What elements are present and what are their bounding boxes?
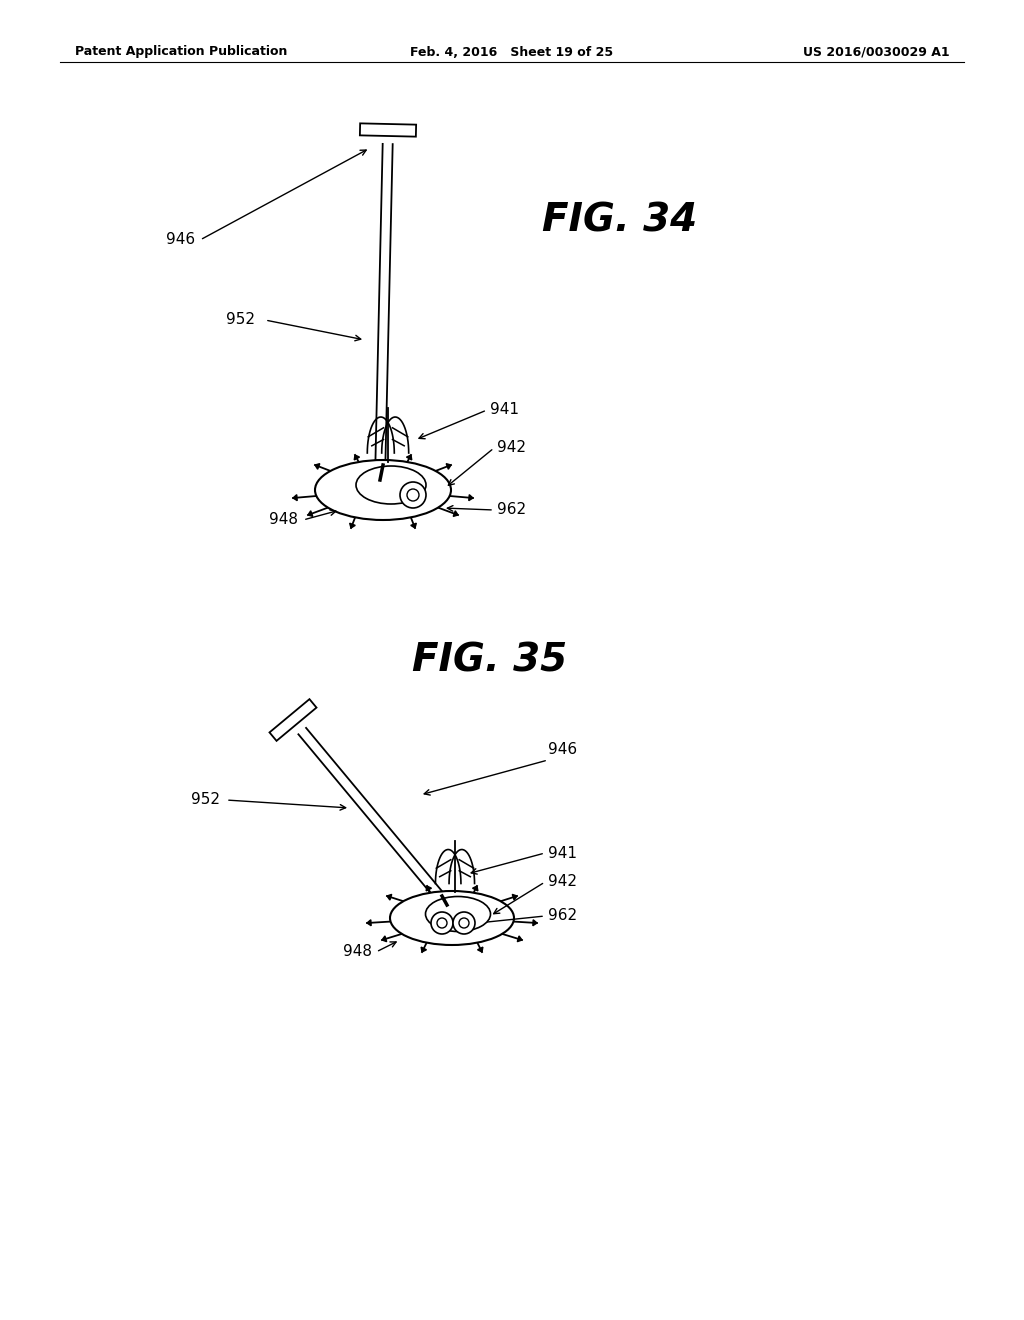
Circle shape <box>437 917 447 928</box>
Polygon shape <box>359 123 416 137</box>
Polygon shape <box>472 886 478 891</box>
Polygon shape <box>517 936 522 941</box>
Text: 962: 962 <box>548 908 578 924</box>
Polygon shape <box>532 920 537 925</box>
Text: 952: 952 <box>191 792 220 808</box>
Text: 942: 942 <box>548 874 577 890</box>
Polygon shape <box>446 463 451 469</box>
Ellipse shape <box>390 891 514 945</box>
Circle shape <box>459 917 469 928</box>
Text: 942: 942 <box>497 441 526 455</box>
Text: 941: 941 <box>548 846 577 861</box>
Polygon shape <box>269 700 316 741</box>
Text: 962: 962 <box>497 503 526 517</box>
Polygon shape <box>407 455 412 459</box>
Polygon shape <box>387 895 392 900</box>
Polygon shape <box>354 455 359 459</box>
Text: 946: 946 <box>166 232 195 248</box>
Polygon shape <box>477 946 483 952</box>
Text: 948: 948 <box>343 945 372 960</box>
Polygon shape <box>308 511 312 516</box>
Text: 946: 946 <box>548 742 578 758</box>
Text: Patent Application Publication: Patent Application Publication <box>75 45 288 58</box>
Polygon shape <box>349 523 355 528</box>
Polygon shape <box>382 936 387 941</box>
Polygon shape <box>469 495 473 500</box>
Polygon shape <box>315 463 319 469</box>
Text: Feb. 4, 2016   Sheet 19 of 25: Feb. 4, 2016 Sheet 19 of 25 <box>411 45 613 58</box>
Text: US 2016/0030029 A1: US 2016/0030029 A1 <box>804 45 950 58</box>
Circle shape <box>453 912 475 935</box>
Text: FIG. 35: FIG. 35 <box>413 642 567 678</box>
Circle shape <box>407 488 419 502</box>
Polygon shape <box>426 886 431 891</box>
Text: 941: 941 <box>490 403 519 417</box>
Polygon shape <box>454 511 458 516</box>
Circle shape <box>400 482 426 508</box>
Polygon shape <box>411 523 417 528</box>
Ellipse shape <box>315 459 451 520</box>
Text: 948: 948 <box>269 512 298 528</box>
Ellipse shape <box>356 466 426 504</box>
Polygon shape <box>293 495 297 500</box>
Text: 952: 952 <box>226 313 255 327</box>
Circle shape <box>431 912 453 935</box>
Polygon shape <box>512 895 517 900</box>
Polygon shape <box>367 920 371 925</box>
Polygon shape <box>421 946 426 952</box>
Ellipse shape <box>426 896 490 932</box>
Text: FIG. 34: FIG. 34 <box>543 201 697 239</box>
